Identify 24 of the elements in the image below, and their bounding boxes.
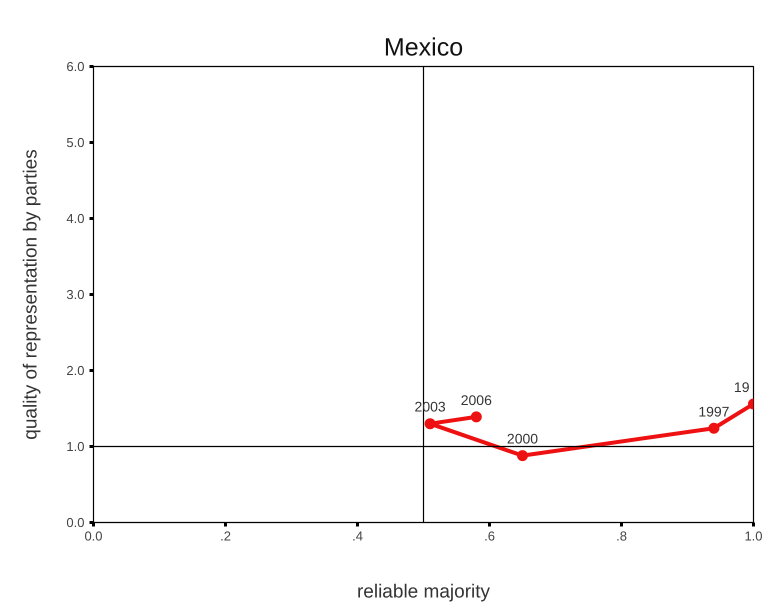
x-tick-label: .4 (352, 528, 363, 544)
y-tick-label: 3.0 (66, 287, 85, 302)
annotation: 1997 (698, 403, 730, 420)
point (424, 418, 436, 430)
point (708, 422, 720, 434)
x-tick-label: .6 (484, 528, 495, 544)
x-tick-label: .8 (616, 528, 627, 544)
x-tick-label: 1.0 (744, 528, 763, 544)
y-axis-title: quality of representation by parties (20, 149, 42, 440)
y-tick-label: 1.0 (66, 439, 85, 454)
point (517, 450, 528, 462)
x-tick-label: .2 (220, 528, 231, 544)
annotation: 2006 (460, 392, 492, 408)
y-tick-label: 5.0 (66, 135, 85, 150)
y-tick-label: 2.0 (66, 363, 85, 378)
y-tick-label: 0.0 (66, 515, 85, 530)
x-axis-title: reliable majority (356, 582, 491, 602)
point (470, 411, 482, 422)
annotation: 19 (734, 378, 750, 395)
y-tick-label: 4.0 (66, 211, 85, 226)
x-tick-label: 0.0 (84, 528, 103, 544)
y-tick-label: 6.0 (66, 59, 85, 74)
annotation: 2000 (506, 430, 538, 447)
chart-title: Mexico (384, 34, 464, 62)
